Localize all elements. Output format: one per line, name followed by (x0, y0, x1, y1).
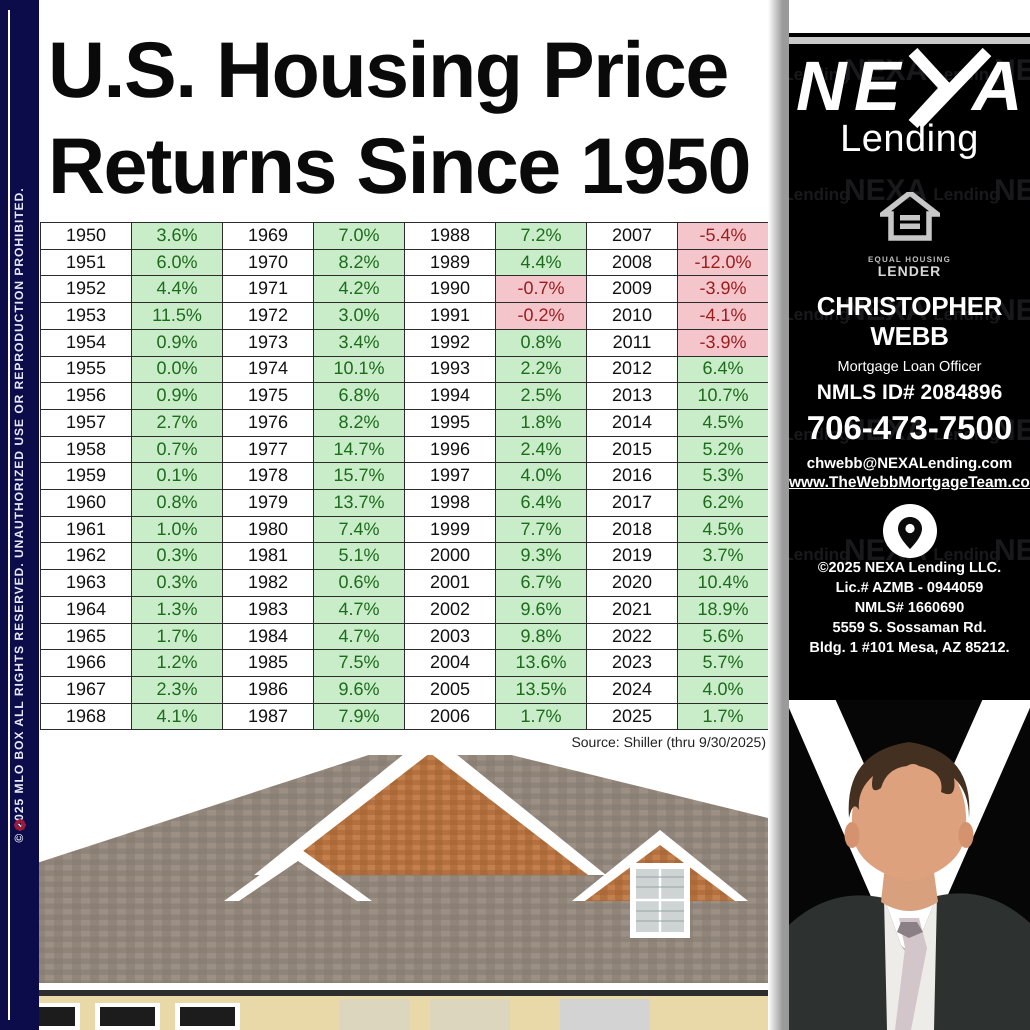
svg-text:E: E (854, 48, 903, 125)
svg-text:N: N (796, 48, 848, 125)
svg-text:A: A (970, 48, 1023, 125)
